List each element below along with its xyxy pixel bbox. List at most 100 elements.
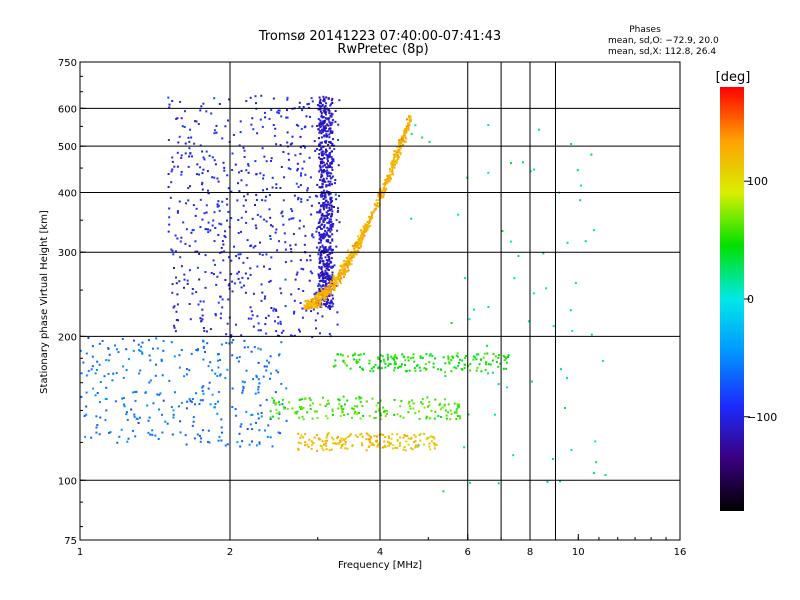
data-point [279,287,282,290]
data-point [271,176,274,179]
data-point [353,412,356,415]
data-point [321,103,324,106]
data-point [324,293,327,296]
data-point [463,363,466,366]
data-point [187,187,190,190]
data-point [411,399,414,402]
data-point [265,195,267,198]
data-point [401,136,404,139]
data-point [326,166,329,169]
data-point [324,163,326,166]
data-point [327,255,330,258]
data-point [371,212,374,215]
data-point [176,211,179,214]
data-point [579,184,582,187]
data-point [399,405,402,408]
data-point [331,213,333,215]
data-point [334,179,337,181]
data-point [325,154,328,156]
data-point [443,404,446,407]
data-point [286,109,288,112]
data-point [350,259,353,262]
data-point [319,105,322,108]
data-point [332,158,335,161]
data-point [300,405,303,408]
data-point [468,318,471,321]
data-point [134,391,137,393]
data-point [189,318,192,321]
data-point [201,386,204,389]
data-point [195,120,198,123]
data-point [198,434,201,437]
data-point [345,257,348,259]
data-point [326,433,329,436]
data-point [233,282,236,285]
data-point [395,162,398,165]
data-point [270,108,273,111]
data-point [421,356,424,359]
data-point [241,380,244,383]
data-point [259,118,262,121]
data-point [328,184,331,187]
data-point [453,402,456,405]
data-point [299,146,302,149]
data-point [439,402,442,405]
data-point [313,140,316,143]
data-point [287,167,290,170]
data-point [252,292,255,295]
data-point [137,343,140,346]
data-point [331,410,334,413]
data-point [326,292,329,295]
data-point [322,260,325,263]
data-point [374,203,376,206]
data-point [330,201,333,204]
data-point [257,388,260,391]
data-point [239,131,242,134]
data-point [329,164,332,167]
data-point [343,264,346,267]
data-point [196,349,199,352]
data-point [593,472,596,475]
data-point [180,157,183,159]
data-point [431,354,434,357]
data-point [132,391,135,394]
data-point [428,140,431,143]
data-point [319,141,322,144]
data-point [207,429,210,432]
data-point [415,444,417,447]
data-point [324,140,327,143]
data-point [546,480,549,483]
data-point [213,406,216,409]
data-point [257,412,260,415]
data-point [402,436,405,439]
data-point [306,443,309,446]
data-point [269,436,272,439]
data-point [321,170,324,173]
data-point [170,170,173,173]
data-point [410,447,412,450]
data-point [320,227,322,230]
data-point [405,118,408,121]
data-point [326,226,329,229]
y-tick-label: 200 [58,332,77,343]
data-point [205,211,208,214]
data-point [183,273,186,276]
data-point [167,139,170,141]
data-point [135,390,138,393]
data-point [308,301,311,304]
data-point [319,178,321,181]
data-point [290,293,293,296]
data-point [251,314,254,317]
data-point [339,271,342,274]
data-point [317,108,320,111]
data-point [319,211,322,213]
data-point [90,436,93,439]
data-point [226,174,229,177]
data-point [363,352,365,355]
data-point [356,411,359,414]
data-point [328,155,331,158]
data-point [325,296,328,299]
data-point [217,180,220,183]
data-point [273,402,276,404]
data-point [328,112,331,115]
